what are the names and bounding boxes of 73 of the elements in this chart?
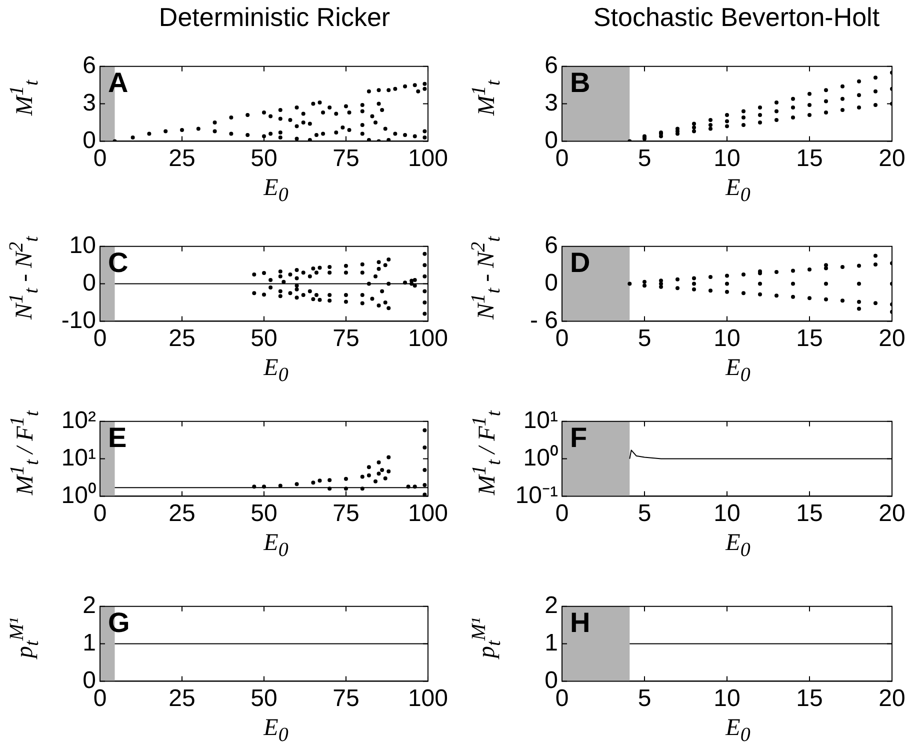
x-tick-label: 25	[168, 145, 196, 172]
x-tick-label: 5	[638, 500, 652, 528]
y-tick-label: 0	[82, 666, 96, 694]
x-axis-title: E$_{0}$	[262, 354, 290, 388]
x-tick-label: 5	[638, 685, 652, 712]
x-axis-title: E$_{0}$	[724, 354, 752, 388]
y-tick-label: 6	[544, 52, 558, 80]
x-axis-title: E$_{0}$	[262, 529, 290, 563]
y-tick-label: 0	[82, 269, 96, 296]
y-tick-label: 0	[544, 269, 558, 296]
chart-title: Stochastic Beverton-Holt	[592, 2, 881, 33]
x-tick-label: 10	[714, 325, 740, 352]
x-tick-label: 10	[714, 685, 740, 712]
y-tick-label: 2	[544, 592, 558, 620]
x-tick-label: 15	[796, 325, 823, 352]
annotation: G	[108, 607, 130, 638]
x-tick-label: 75	[332, 500, 360, 528]
y-tick-label: 10⁰	[523, 444, 558, 472]
y-tick-label: 10²	[61, 407, 96, 434]
x-tick-label: 20	[878, 500, 906, 528]
x-tick-label: 75	[332, 685, 360, 712]
x-axis-title: E$_{0}$	[724, 529, 752, 563]
x-tick-label: 5	[638, 325, 652, 352]
y-tick-label: 10¹	[61, 444, 96, 472]
x-axis-title: E$_{0}$	[724, 714, 752, 748]
y-tick-label: 1	[82, 629, 96, 656]
chart-title: Deterministic Ricker	[158, 2, 392, 33]
annotation: C	[108, 247, 128, 278]
annotation: H	[570, 607, 590, 638]
annotation: D	[570, 247, 590, 278]
annotation: E	[108, 422, 127, 454]
x-tick-label: 50	[250, 325, 278, 352]
x-tick-label: 25	[168, 500, 196, 528]
y-tick-label: 2	[82, 592, 96, 620]
x-tick-label: 10	[714, 500, 740, 528]
x-axis-title: E$_{0}$	[262, 174, 290, 208]
x-tick-label: 25	[168, 685, 196, 712]
x-tick-label: 75	[332, 145, 360, 172]
x-tick-label: 20	[878, 685, 906, 712]
y-tick-label: 0	[544, 666, 558, 694]
y-tick-label: 0	[82, 126, 96, 154]
x-tick-label: 20	[878, 325, 906, 352]
y-tick-label: 10	[69, 232, 96, 260]
x-tick-label: 100	[408, 500, 448, 528]
x-axis-title: E$_{0}$	[724, 174, 752, 208]
x-tick-label: 10	[714, 145, 740, 172]
x-tick-label: 15	[796, 145, 823, 172]
annotation: F	[570, 422, 588, 454]
x-tick-label: 15	[796, 685, 823, 712]
annotation: A	[108, 67, 128, 98]
y-tick-label: - 6	[530, 306, 558, 334]
y-tick-label: -10	[61, 306, 96, 334]
y-tick-label: 6	[544, 232, 558, 260]
x-axis-title: E$_{0}$	[262, 714, 290, 748]
y-tick-label: 6	[82, 52, 96, 80]
x-tick-label: 20	[878, 145, 906, 172]
y-tick-label: 10⁰	[61, 482, 96, 509]
x-tick-label: 50	[250, 685, 278, 712]
x-tick-label: 50	[250, 145, 278, 172]
y-tick-label: 10¹	[523, 407, 558, 434]
x-tick-label: 100	[408, 325, 448, 352]
x-tick-label: 5	[638, 145, 652, 172]
x-tick-label: 25	[168, 325, 196, 352]
x-tick-label: 100	[408, 685, 448, 712]
y-tick-label: 0	[544, 126, 558, 154]
x-tick-label: 15	[796, 500, 823, 528]
y-tick-label: 3	[544, 89, 558, 116]
annotation: B	[570, 67, 590, 98]
x-tick-label: 100	[408, 145, 448, 172]
y-tick-label: 3	[82, 89, 96, 116]
x-tick-label: 75	[332, 325, 360, 352]
x-tick-label: 50	[250, 500, 278, 528]
y-tick-label: 1	[544, 629, 558, 656]
